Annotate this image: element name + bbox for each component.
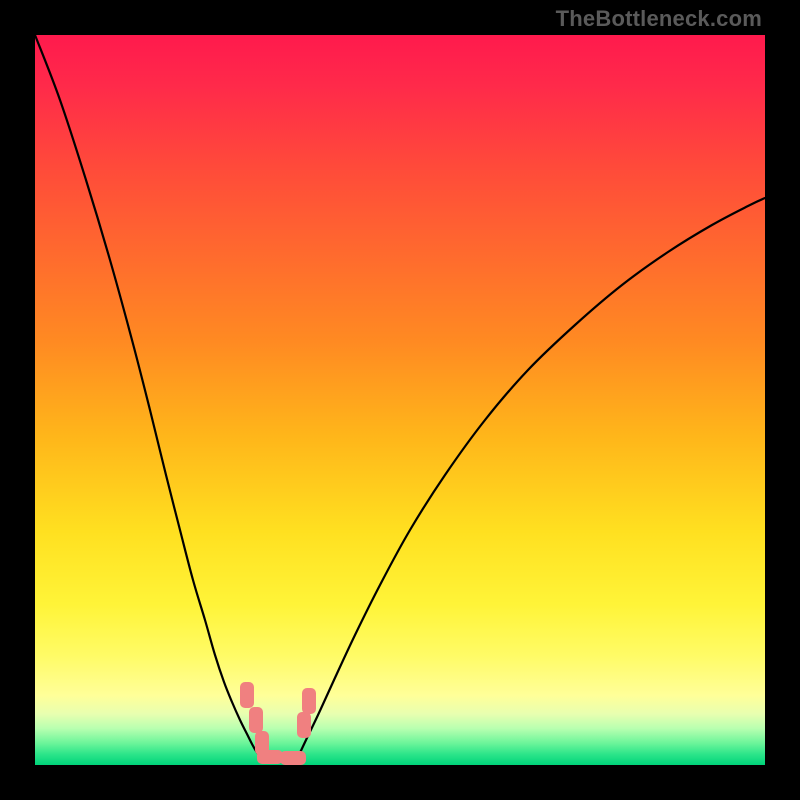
marker-bottom-1 [257,750,283,764]
marker-right-upper [302,688,316,714]
frame: TheBottleneck.com [0,0,800,800]
curve-layer [35,35,765,765]
curve-left [35,35,261,757]
curve-right [298,198,765,757]
marker-left-mid [249,707,263,733]
marker-left-upper [240,682,254,708]
plot-area [35,35,765,765]
marker-right-lower [297,712,311,738]
marker-bottom-2 [280,751,306,765]
watermark-text: TheBottleneck.com [556,6,762,32]
marker-group [240,682,316,765]
